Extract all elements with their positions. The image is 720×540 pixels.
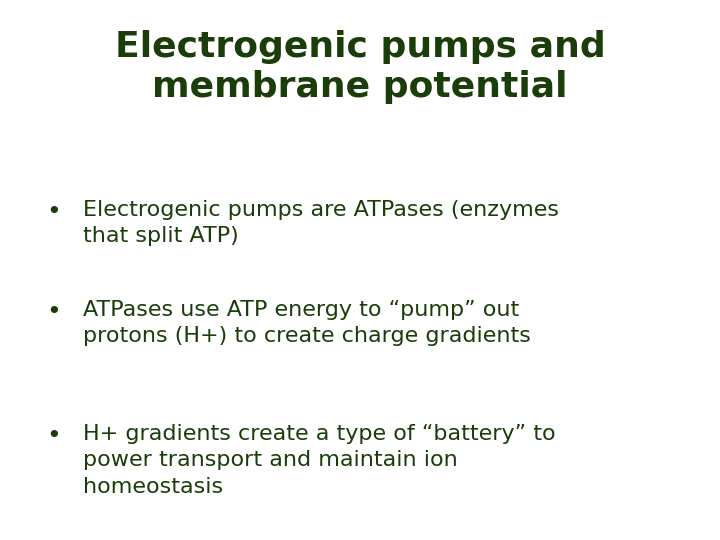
Text: •: • bbox=[47, 424, 61, 448]
Text: •: • bbox=[47, 200, 61, 224]
Text: Electrogenic pumps are ATPases (enzymes
that split ATP): Electrogenic pumps are ATPases (enzymes … bbox=[83, 200, 559, 246]
Text: H+ gradients create a type of “battery” to
power transport and maintain ion
home: H+ gradients create a type of “battery” … bbox=[83, 424, 555, 497]
Text: ATPases use ATP energy to “pump” out
protons (H+) to create charge gradients: ATPases use ATP energy to “pump” out pro… bbox=[83, 300, 531, 346]
Text: Electrogenic pumps and
membrane potential: Electrogenic pumps and membrane potentia… bbox=[114, 30, 606, 104]
Text: •: • bbox=[47, 300, 61, 323]
